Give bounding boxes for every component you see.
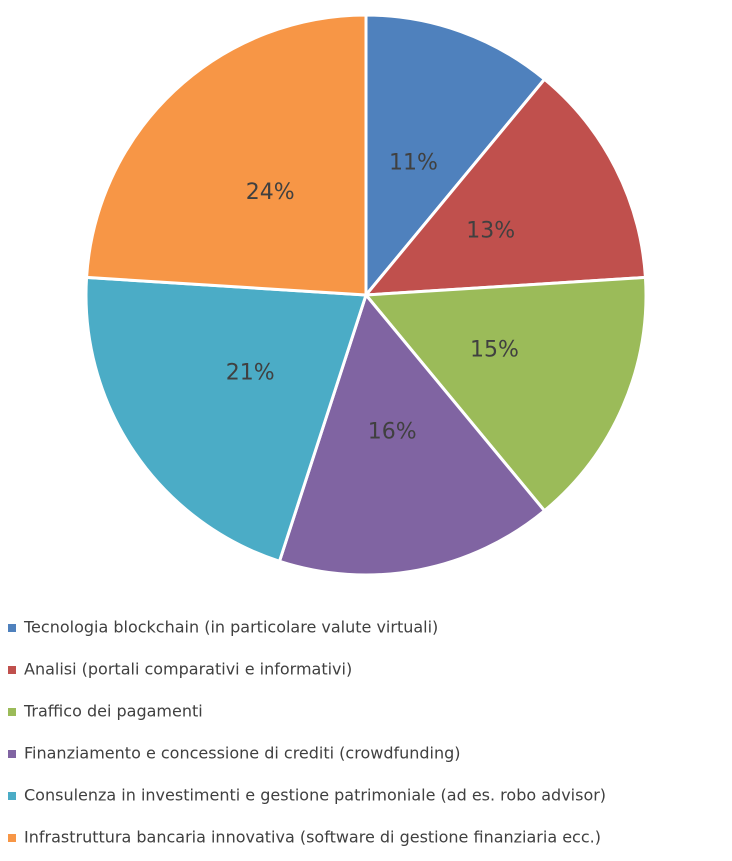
legend-swatch [8, 708, 16, 716]
legend-label: Traffico dei pagamenti [23, 702, 203, 721]
pie-slice [362, 275, 648, 513]
data-label: 16% [368, 420, 417, 445]
legend-swatch [8, 666, 16, 674]
legend-label: Consulenza in investimenti e gestione pa… [24, 786, 606, 805]
legend-swatch [8, 624, 16, 632]
legend-swatch [8, 792, 16, 800]
pie-slice [277, 291, 547, 577]
data-label: 13% [466, 218, 515, 243]
legend-label: Analisi (portali comparativi e informati… [24, 660, 352, 679]
pie-slice [364, 13, 547, 300]
legend-swatch [8, 750, 16, 758]
data-label: 15% [470, 338, 519, 363]
data-label: 11% [389, 150, 438, 175]
data-label: 24% [246, 180, 295, 205]
legend-label: Infrastruttura bancaria innovativa (soft… [24, 828, 601, 847]
pie-slice [84, 13, 368, 297]
legend-label: Finanziamento e concessione di crediti (… [24, 744, 461, 763]
legend-swatch [8, 834, 16, 842]
data-label: 21% [226, 361, 275, 386]
legend-label: Tecnologia blockchain (in particolare va… [23, 618, 438, 637]
pie-slice [362, 77, 648, 297]
pie-slice [84, 275, 369, 564]
